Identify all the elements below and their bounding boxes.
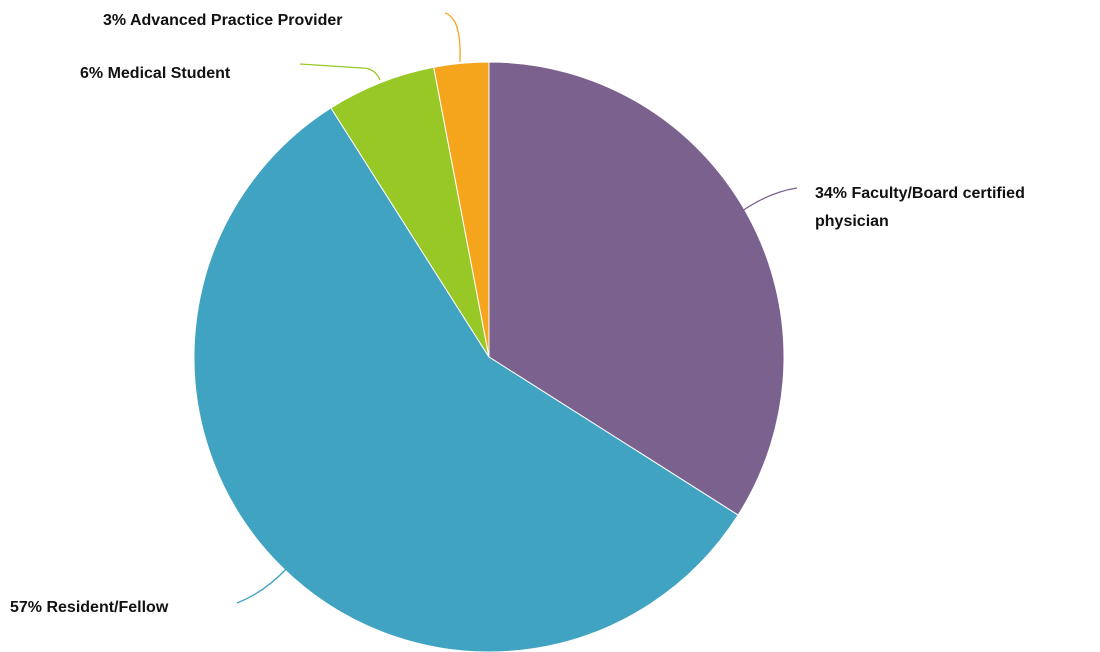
leader-line-advanced-practice-provider bbox=[444, 12, 461, 63]
slice-label-medical-student: 6% Medical Student bbox=[80, 65, 231, 82]
pie-slices bbox=[193, 61, 785, 652]
slice-label-faculty-line-1: 34% Faculty/Board certified bbox=[815, 185, 1025, 202]
pie-slice-faculty bbox=[488, 61, 785, 516]
pie-slice-advanced-practice-provider bbox=[433, 61, 490, 358]
slice-label-advanced-practice-provider: 3% Advanced Practice Provider bbox=[103, 12, 343, 29]
leader-lines bbox=[236, 12, 798, 604]
leader-line-resident-fellow bbox=[236, 567, 288, 604]
slice-label-resident-fellow: 57% Resident/Fellow bbox=[10, 599, 169, 616]
pie-slice-resident-fellow bbox=[193, 107, 739, 652]
slice-label-faculty-line-2: physician bbox=[815, 213, 889, 230]
leader-line-medical-student bbox=[299, 63, 381, 81]
slice-label-faculty: 34% Faculty/Board certified physician bbox=[815, 185, 1029, 230]
leader-line-faculty bbox=[741, 187, 798, 212]
